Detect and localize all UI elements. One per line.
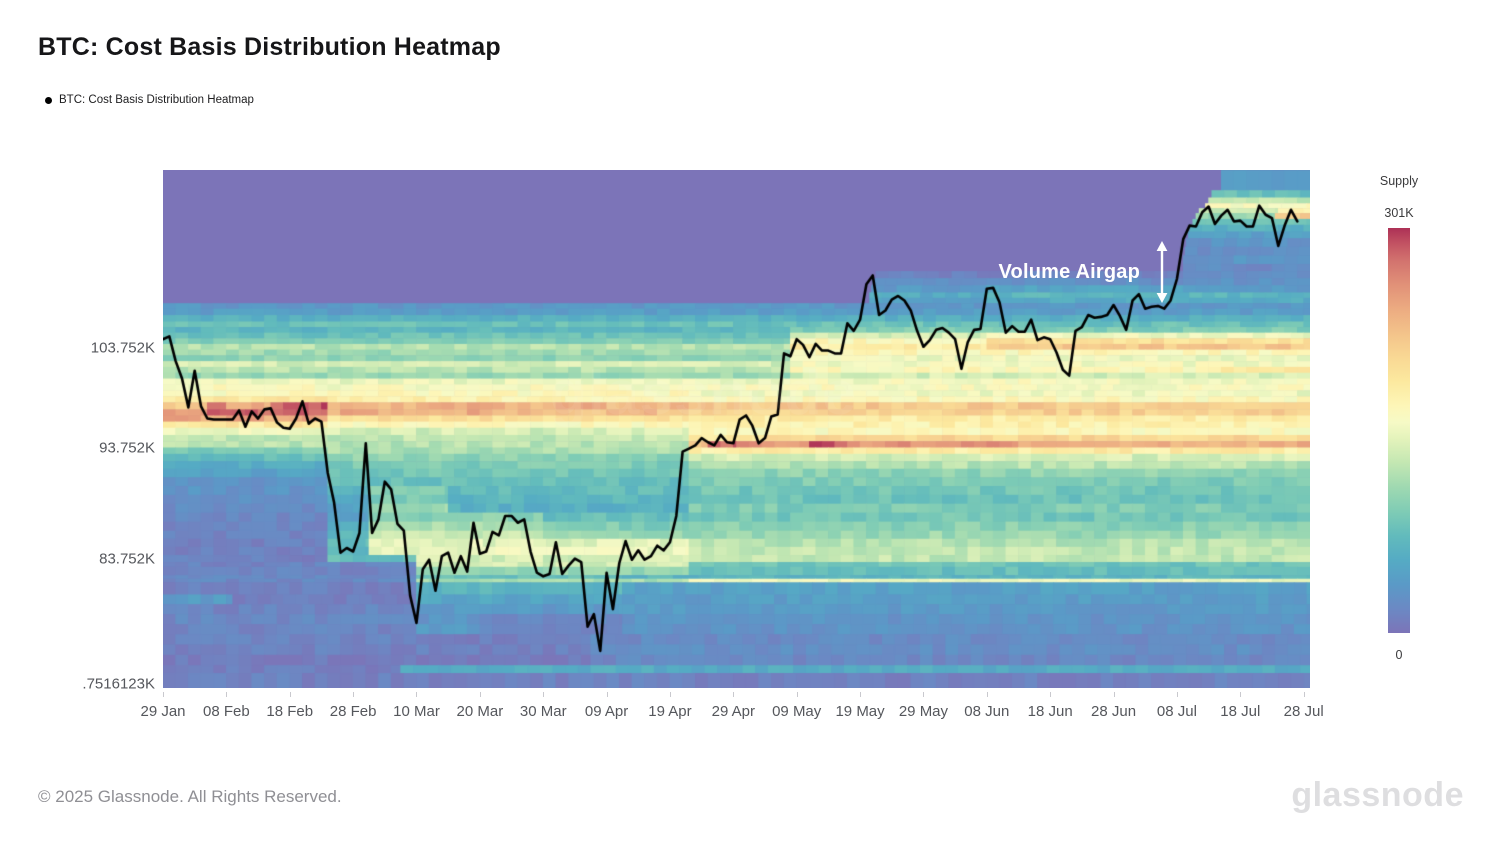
- x-tick-mark: [1113, 692, 1115, 697]
- x-tick-mark: [669, 692, 671, 697]
- x-tick-mark: [1240, 692, 1242, 697]
- x-tick-label: 10 Mar: [393, 703, 440, 720]
- x-tick-label: 18 Jun: [1027, 703, 1073, 720]
- footer-copyright: © 2025 Glassnode. All Rights Reserved.: [38, 787, 342, 806]
- x-tick-label: 09 Apr: [584, 703, 629, 720]
- x-tick-mark: [416, 692, 418, 697]
- colorbar-gradient: [1388, 228, 1410, 633]
- y-tick-label: 93.752K: [99, 439, 155, 457]
- x-tick-mark: [1176, 692, 1178, 697]
- heatmap-plot-area[interactable]: glassnode Volume Airgap: [163, 170, 1310, 688]
- x-tick-mark: [986, 692, 988, 697]
- y-tick-label: .7516123K: [82, 675, 155, 693]
- x-tick-mark: [543, 692, 545, 697]
- y-tick-label: 83.752K: [99, 550, 155, 568]
- x-tick-mark: [860, 692, 862, 697]
- y-tick-label: 103.752K: [90, 339, 155, 357]
- colorbar-min-label: 0: [1395, 648, 1403, 662]
- x-tick-label: 29 May: [898, 703, 949, 720]
- legend-label[interactable]: BTC: Cost Basis Distribution Heatmap: [59, 94, 254, 106]
- x-tick-mark: [479, 692, 481, 697]
- x-tick-label: 28 Jul: [1283, 703, 1324, 720]
- x-tick-label: 29 Apr: [711, 703, 756, 720]
- x-tick-mark: [1050, 692, 1052, 697]
- x-tick-mark: [289, 692, 291, 697]
- x-tick-label: 30 Mar: [519, 703, 567, 720]
- x-tick-label: 08 Feb: [203, 703, 250, 720]
- x-tick-label: 08 Jun: [964, 703, 1010, 720]
- x-tick-label: 18 Feb: [266, 703, 314, 720]
- x-tick-label: 19 May: [835, 703, 885, 720]
- legend: BTC: Cost Basis Distribution Heatmap: [45, 94, 254, 106]
- x-tick-mark: [1303, 692, 1305, 697]
- x-tick-mark: [796, 692, 798, 697]
- x-tick-label: 09 May: [772, 703, 822, 720]
- x-tick-mark: [226, 692, 228, 697]
- x-tick-label: 19 Apr: [648, 703, 692, 720]
- x-tick-mark: [606, 692, 608, 697]
- page-title: BTC: Cost Basis Distribution Heatmap: [38, 33, 501, 61]
- x-tick-label: 08 Jul: [1156, 703, 1197, 720]
- colorbar-max-label: 301K: [1384, 206, 1414, 220]
- x-tick-label: 28 Jun: [1091, 703, 1137, 720]
- colorbar-title: Supply: [1379, 174, 1419, 188]
- glassnode-logo-watermark: glassnode: [1291, 776, 1464, 814]
- legend-marker-icon: [45, 96, 52, 104]
- x-tick-label: 29 Jan: [140, 703, 186, 720]
- x-tick-mark: [733, 692, 735, 697]
- x-tick-label: 28 Feb: [329, 703, 377, 720]
- heatmap-canvas[interactable]: [163, 170, 1310, 688]
- x-tick-mark: [163, 692, 164, 697]
- x-tick-mark: [353, 692, 355, 697]
- x-tick-label: 18 Jul: [1220, 703, 1261, 720]
- x-tick-mark: [923, 692, 925, 697]
- x-tick-label: 20 Mar: [456, 703, 504, 720]
